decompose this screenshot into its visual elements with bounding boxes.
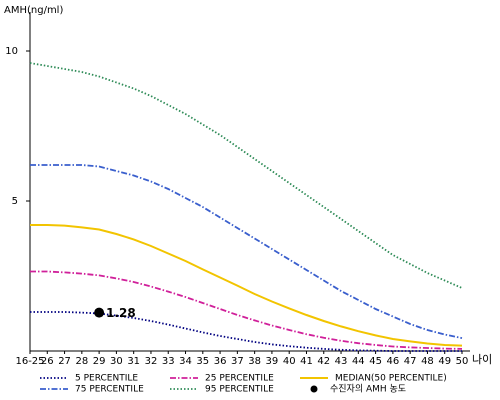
legend-label: 75 PERCENTILE: [75, 385, 144, 395]
series-line: [30, 270, 463, 350]
x-tick-label: 31: [127, 356, 140, 367]
x-tick-label: 29: [93, 356, 106, 367]
y-tick-label: 10: [5, 46, 18, 57]
legend-swatch: [310, 385, 318, 393]
x-tick-label: 42: [317, 356, 330, 367]
x-tick-label: 34: [179, 356, 192, 367]
x-tick-label: 43: [335, 356, 348, 367]
x-tick-label: 46: [387, 356, 400, 367]
x-tick-label: 45: [369, 356, 382, 367]
x-tick-label: 50: [456, 356, 469, 367]
x-tick-label: 33: [162, 356, 175, 367]
x-tick-label: 28: [75, 356, 88, 367]
legend-label: 95 PERCENTILE: [205, 385, 274, 395]
x-tick-label: 44: [352, 356, 365, 367]
x-tick-label: 38: [248, 356, 261, 367]
x-tick-label: 48: [421, 356, 434, 367]
x-tick-label: 40: [283, 356, 296, 367]
x-tick-label: 36: [214, 356, 227, 367]
x-tick-label: 39: [266, 356, 279, 367]
legend-label: 25 PERCENTILE: [205, 374, 274, 384]
x-tick-label: 35: [196, 356, 209, 367]
x-axis-label: 나이: [472, 353, 492, 366]
legend-label: 수진자의 AMH 농도: [330, 384, 406, 395]
x-tick-label: 26: [41, 356, 54, 367]
x-tick-label: 37: [231, 356, 244, 367]
marker-label: 1.28: [106, 306, 136, 320]
legend-label: MEDIAN(50 PERCENTILE): [335, 374, 447, 384]
y-tick-label: 5: [12, 196, 18, 207]
series-line: [30, 224, 463, 347]
x-tick-label: 49: [438, 356, 451, 367]
series-line: [30, 164, 463, 339]
x-tick-label: 30: [110, 356, 123, 367]
patient-marker: [94, 307, 105, 318]
x-tick-label: 27: [58, 356, 71, 367]
legend-label: 5 PERCENTILE: [75, 374, 138, 384]
x-tick-label: 41: [300, 356, 313, 367]
x-tick-label: 32: [145, 356, 158, 367]
y-axis-label: AMH(ng/ml): [4, 5, 63, 16]
series-line: [29, 62, 463, 289]
x-tick-label: 47: [404, 356, 417, 367]
x-tick-label: 16-25: [15, 356, 44, 367]
